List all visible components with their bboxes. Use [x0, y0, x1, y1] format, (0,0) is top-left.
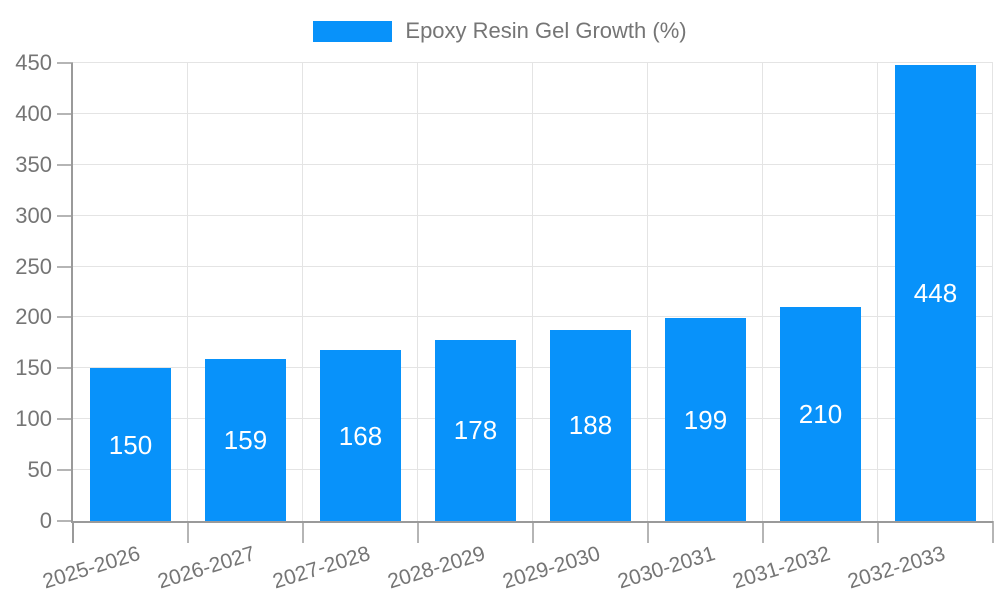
bar-value-label: 168 [338, 420, 383, 451]
bar [550, 329, 631, 521]
x-tick-mark [992, 521, 994, 543]
bar [320, 350, 401, 521]
legend-item[interactable]: Epoxy Resin Gel Growth (%) [313, 18, 687, 44]
y-gridline [73, 62, 993, 63]
x-tick-label: 2028-2029 [385, 542, 488, 594]
x-tick-label: 2026-2027 [155, 542, 258, 594]
y-tick-label: 450 [15, 50, 52, 75]
y-tick-mark [57, 520, 73, 522]
x-tick-label: 2029-2030 [500, 542, 603, 594]
y-gridline [73, 316, 993, 318]
y-tick-label: 50 [27, 457, 52, 483]
x-tick-mark [72, 521, 74, 543]
y-tick-label: 400 [15, 100, 52, 126]
x-gridline [762, 63, 763, 521]
bar-value-label: 199 [683, 404, 728, 435]
y-gridline [73, 214, 993, 216]
y-tick-label: 350 [15, 151, 52, 177]
bar [205, 359, 286, 521]
bar-value-label: 150 [108, 429, 153, 460]
y-gridline [73, 112, 993, 114]
bar [90, 368, 171, 521]
bar [780, 307, 861, 521]
x-gridline [417, 63, 418, 521]
y-tick-mark [57, 367, 73, 370]
y-tick-label: 200 [15, 304, 52, 330]
x-tick-mark [762, 521, 764, 543]
x-tick-label: 2025-2026 [40, 542, 143, 594]
x-gridline [187, 63, 188, 521]
y-tick-mark [57, 214, 73, 217]
bar [435, 339, 516, 521]
legend-series-label: Epoxy Resin Gel Growth (%) [405, 18, 687, 43]
bar [665, 318, 746, 521]
y-tick-label: 250 [15, 253, 52, 279]
y-gridline [73, 367, 993, 369]
y-tick-label: 150 [15, 355, 52, 381]
y-gridline [73, 265, 993, 267]
x-axis-line [71, 521, 993, 523]
x-gridline [647, 63, 648, 521]
y-tick-label: 300 [15, 202, 52, 228]
y-axis-line [71, 63, 73, 523]
legend-color-swatch [313, 20, 393, 42]
y-tick-label: 100 [15, 406, 52, 432]
y-gridline [73, 163, 993, 165]
bar-value-label: 178 [453, 415, 498, 446]
x-tick-label: 2027-2028 [270, 542, 373, 594]
y-tick-mark [57, 62, 73, 64]
bar-value-label: 159 [223, 425, 268, 456]
bar-value-label: 210 [798, 399, 843, 430]
x-gridline [532, 63, 533, 521]
y-tick-mark [57, 265, 73, 268]
bar-value-label: 188 [568, 410, 613, 441]
x-tick-mark [532, 521, 534, 543]
x-gridline [992, 63, 993, 521]
y-gridline [73, 418, 993, 420]
x-tick-mark [877, 521, 879, 543]
bar [895, 65, 976, 521]
x-tick-label: 2031-2032 [730, 542, 833, 594]
x-tick-mark [187, 521, 189, 543]
y-tick-mark [57, 316, 73, 319]
chart-legend: Epoxy Resin Gel Growth (%) [0, 18, 1000, 44]
bar-value-label: 448 [913, 278, 958, 309]
y-tick-mark [57, 418, 73, 421]
x-tick-mark [647, 521, 649, 543]
x-gridline [302, 63, 303, 521]
y-tick-mark [57, 469, 73, 472]
y-tick-mark [57, 163, 73, 166]
y-gridline [73, 469, 993, 471]
x-tick-label: 2030-2031 [615, 542, 718, 594]
x-tick-label: 2032-2033 [845, 542, 948, 594]
x-gridline [877, 63, 878, 521]
y-tick-mark [57, 112, 73, 115]
x-tick-mark [302, 521, 304, 543]
x-tick-mark [417, 521, 419, 543]
y-tick-label: 0 [39, 508, 52, 533]
